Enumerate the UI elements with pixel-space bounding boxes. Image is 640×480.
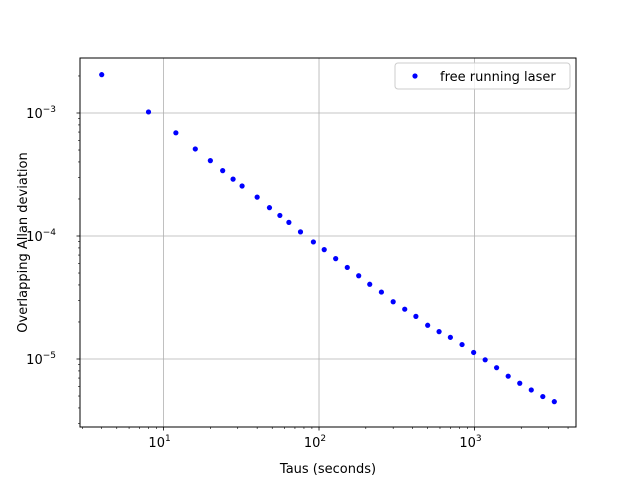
grid-lines: [80, 58, 576, 427]
data-point-0-18: [367, 281, 373, 287]
data-point-0-13: [310, 239, 316, 245]
legend-marker: [412, 73, 418, 79]
data-point-0-22: [413, 313, 419, 319]
data-point-0-23: [425, 322, 431, 328]
data-point-0-34: [551, 399, 557, 405]
data-point-0-29: [493, 365, 500, 371]
data-point-0-28: [482, 357, 488, 363]
plot-frame: [79, 57, 577, 428]
legend-label: free running laser: [440, 70, 556, 85]
legend-box: [394, 62, 571, 90]
x-axis-label: Taus (seconds): [279, 462, 376, 477]
data-point-0-26: [459, 341, 465, 348]
data-point-0-3: [192, 146, 198, 152]
data-point-0-20: [390, 299, 396, 305]
data-point-0-24: [436, 329, 442, 335]
data-point-0-16: [344, 264, 350, 271]
data-point-0-14: [321, 247, 327, 253]
data-point-0-5: [220, 168, 226, 174]
x-tick-label-1: 102: [304, 434, 326, 451]
data-point-0-17: [356, 273, 362, 279]
y-tick-label-0: 10−5: [26, 351, 56, 368]
data-point-0-10: [277, 212, 283, 219]
legend: free running laser: [394, 62, 571, 90]
data-point-0-9: [266, 205, 273, 211]
data-point-0-21: [402, 306, 408, 312]
data-point-0-33: [540, 393, 546, 400]
y-axis-label: Overlapping Allan deviation: [16, 152, 31, 332]
data-point-0-1: [145, 109, 152, 115]
data-point-0-6: [230, 176, 236, 182]
data-point-0-32: [528, 387, 534, 393]
x-tick-label-0: 101: [148, 434, 170, 451]
data-point-0-2: [173, 130, 179, 136]
data-point-0-19: [378, 289, 385, 295]
data-point-0-25: [447, 334, 453, 340]
data-point-0-4: [207, 158, 213, 164]
data-points: [99, 72, 557, 405]
data-point-0-11: [286, 219, 292, 225]
y-tick-label-2: 10−3: [26, 105, 56, 122]
data-point-0-27: [471, 349, 477, 356]
data-point-0-0: [99, 72, 105, 78]
data-point-0-15: [333, 256, 339, 262]
x-tick-label-2: 103: [459, 434, 481, 451]
data-point-0-12: [297, 229, 304, 235]
data-point-0-31: [517, 380, 523, 386]
data-point-0-30: [505, 373, 511, 379]
data-point-0-7: [239, 183, 245, 189]
y-tick-label-1: 10−4: [26, 228, 56, 245]
data-point-0-8: [254, 194, 260, 200]
major-ticks: [76, 112, 475, 431]
